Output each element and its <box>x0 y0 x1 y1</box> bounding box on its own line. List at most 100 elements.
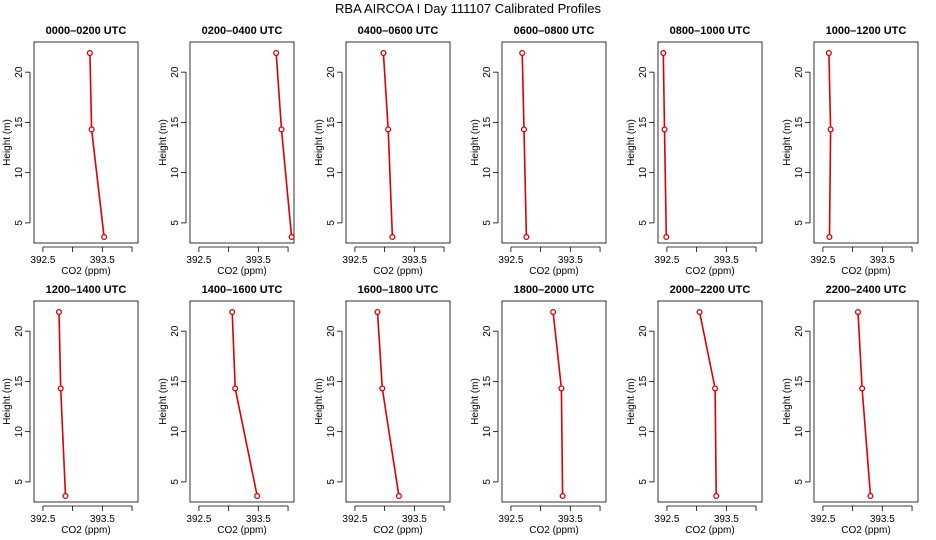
data-point <box>660 50 667 57</box>
x-tick-label: 392.5 <box>342 514 367 525</box>
plot-frame <box>657 41 763 244</box>
plot-frame <box>189 41 295 244</box>
y-tick-label: 20 <box>638 325 649 337</box>
x-tick-label: 392.5 <box>654 255 679 266</box>
y-tick-label: 15 <box>638 375 649 387</box>
x-axis-label: CO2 (ppm) <box>529 266 578 277</box>
x-tick-label: 392.5 <box>186 514 211 525</box>
y-tick-label: 20 <box>14 325 25 337</box>
data-point <box>827 126 834 133</box>
profile-line <box>521 53 528 238</box>
plot-frame <box>501 41 607 244</box>
y-tick-label: 10 <box>14 167 25 179</box>
y-tick-label: 5 <box>638 220 649 226</box>
x-tick-label: 393.5 <box>714 255 739 266</box>
profile-line <box>231 312 258 497</box>
y-tick-label: 10 <box>794 426 805 438</box>
panel-title: 0000–0200 UTC <box>46 25 127 37</box>
data-point <box>389 233 396 241</box>
data-point <box>55 309 63 316</box>
y-axis-label: Height (m) <box>2 378 13 425</box>
x-axis-label: CO2 (ppm) <box>373 525 422 536</box>
x-tick-label: 392.5 <box>186 255 211 266</box>
figure-title: RBA AIRCOA I Day 111107 Calibrated Profi… <box>335 1 601 16</box>
panel-title: 1800–2000 UTC <box>514 284 595 296</box>
panel-title: 1400–1600 UTC <box>202 284 283 296</box>
data-point <box>57 385 64 392</box>
y-axis-label: Height (m) <box>158 378 169 425</box>
y-tick-label: 5 <box>326 479 337 485</box>
y-tick-label: 5 <box>170 220 181 226</box>
y-tick-label: 10 <box>170 167 181 179</box>
x-tick-label: 392.5 <box>498 514 523 525</box>
x-tick-label: 393.5 <box>870 514 895 525</box>
data-point <box>395 492 402 500</box>
data-point <box>101 233 108 241</box>
plot-frame <box>345 41 451 244</box>
data-point <box>520 126 528 133</box>
panel-title: 1600–1800 UTC <box>358 284 439 296</box>
data-point <box>825 50 832 57</box>
plot-frame <box>813 41 919 244</box>
y-tick-label: 20 <box>638 66 649 78</box>
y-tick-label: 10 <box>14 426 25 438</box>
data-point <box>712 385 719 392</box>
x-axis-label: CO2 (ppm) <box>841 525 890 536</box>
y-tick-label: 10 <box>326 167 337 179</box>
y-tick-label: 20 <box>482 66 493 78</box>
data-point <box>713 492 720 500</box>
y-tick-label: 15 <box>794 375 805 387</box>
y-axis-label: Height (m) <box>626 378 637 425</box>
data-point <box>232 385 239 392</box>
y-tick-label: 20 <box>482 325 493 337</box>
y-tick-label: 15 <box>170 116 181 128</box>
y-tick-label: 5 <box>170 479 181 485</box>
x-axis-label: CO2 (ppm) <box>61 525 110 536</box>
data-point <box>663 233 670 241</box>
x-tick-label: 392.5 <box>810 514 835 525</box>
y-tick-label: 15 <box>326 375 337 387</box>
plot-frame <box>345 300 451 503</box>
data-point <box>374 309 381 316</box>
y-tick-label: 10 <box>638 167 649 179</box>
y-axis-label: Height (m) <box>470 119 481 166</box>
plot-frame <box>657 300 763 503</box>
y-tick-label: 5 <box>326 220 337 226</box>
x-tick-label: 393.5 <box>402 255 427 266</box>
profile-line <box>828 53 832 238</box>
panel-title: 0400–0600 UTC <box>358 25 439 37</box>
panel-title: 1000–1200 UTC <box>826 25 907 37</box>
data-point <box>88 126 95 133</box>
y-tick-label: 20 <box>326 325 337 337</box>
y-axis-label: Height (m) <box>2 119 13 166</box>
data-point <box>523 233 530 241</box>
data-point <box>254 492 261 500</box>
data-point <box>385 126 392 133</box>
panel-title: 0600–0800 UTC <box>514 25 595 37</box>
x-tick-label: 392.5 <box>498 255 523 266</box>
data-point <box>519 50 526 57</box>
data-point <box>859 385 866 392</box>
y-tick-label: 20 <box>794 325 805 337</box>
x-axis-label: CO2 (ppm) <box>529 525 578 536</box>
y-tick-label: 20 <box>170 66 181 78</box>
profile-line <box>382 53 394 238</box>
plot-frame <box>189 300 295 503</box>
profile-line <box>376 312 400 497</box>
y-tick-label: 15 <box>170 375 181 387</box>
x-tick-label: 393.5 <box>246 514 271 525</box>
data-point <box>661 126 668 133</box>
y-tick-label: 15 <box>794 116 805 128</box>
y-tick-label: 10 <box>482 167 493 179</box>
y-tick-label: 10 <box>794 167 805 179</box>
panel-title: 2000–2200 UTC <box>670 284 751 296</box>
data-point <box>854 309 862 316</box>
y-axis-label: Height (m) <box>782 378 793 425</box>
y-tick-label: 5 <box>482 220 493 226</box>
y-axis-label: Height (m) <box>470 378 481 425</box>
